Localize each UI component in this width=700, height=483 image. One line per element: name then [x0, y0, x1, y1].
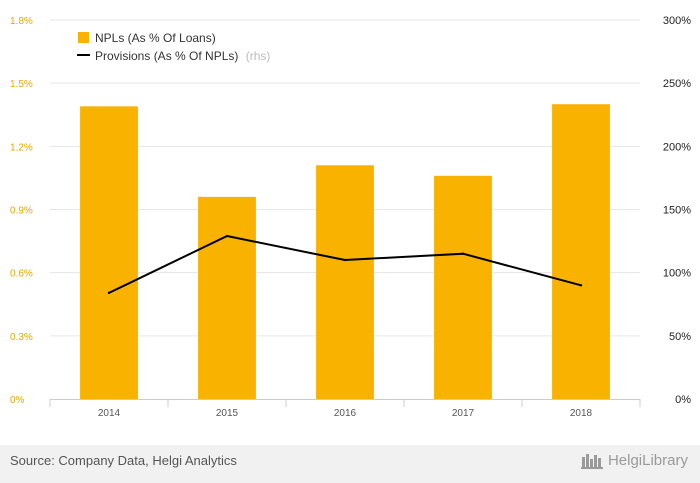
legend: NPLs (As % Of Loans) Provisions (As % Of…: [77, 31, 270, 63]
bars-series: [80, 104, 610, 400]
bar: [198, 196, 256, 399]
y-right-tick-label: 100%: [663, 268, 691, 280]
library-icon: [580, 454, 603, 469]
chart: 2014 2015 2016 2017 2018 0% 0.3% 0.6% 0.9% 1.2% 1…: [10, 15, 691, 419]
x-tick-label: 2014: [98, 408, 121, 419]
y-right-tick-label: 300%: [663, 15, 691, 27]
y-left-tick-label: 0.9%: [10, 206, 33, 217]
line-point: [107, 291, 111, 295]
y-right-tick-label: 150%: [663, 205, 691, 217]
line-point: [579, 284, 583, 287]
x-tick-label: 2016: [334, 408, 357, 419]
y-axis-left: 0% 0.3% 0.6% 0.9% 1.2% 1.5% 1.8%: [10, 16, 33, 406]
bar: [316, 165, 374, 399]
footer: Source: Company Data, Helgi Analytics He…: [0, 445, 700, 483]
x-tick-label: 2017: [452, 408, 475, 419]
legend-line-name: Provisions (As % Of NPLs): [95, 49, 238, 63]
legend-line-label: Provisions (As % Of NPLs) (rhs): [95, 49, 270, 63]
legend-bar-label: NPLs (As % Of Loans): [95, 31, 216, 45]
line-point: [461, 252, 465, 255]
y-right-tick-label: 250%: [663, 78, 691, 90]
x-tick-label: 2018: [570, 408, 593, 419]
y-left-tick-label: 0.3%: [10, 332, 33, 343]
y-left-tick-label: 0.6%: [10, 269, 33, 280]
y-left-tick-label: 0%: [10, 395, 25, 406]
y-left-tick-label: 1.8%: [10, 16, 33, 27]
y-right-tick-label: 50%: [669, 331, 691, 343]
x-tick-label: 2015: [216, 408, 239, 419]
y-left-tick-label: 1.2%: [10, 142, 33, 153]
legend-bar-swatch: [78, 32, 89, 43]
bar: [80, 106, 138, 400]
line-point: [225, 234, 229, 238]
brand-name: HelgiLibrary: [607, 451, 688, 469]
source-text: Source: Company Data, Helgi Analytics: [10, 453, 237, 468]
line-series: [107, 234, 583, 295]
legend-rhs-suffix: (rhs): [246, 49, 271, 63]
bar: [434, 175, 492, 399]
bar: [552, 104, 610, 399]
brand-logo[interactable]: HelgiLibrary: [580, 451, 688, 469]
y-right-tick-label: 0%: [675, 394, 691, 406]
y-left-tick-label: 1.5%: [10, 79, 33, 90]
x-axis: 2014 2015 2016 2017 2018: [49, 399, 641, 419]
y-right-tick-label: 200%: [663, 141, 691, 153]
line-point: [343, 258, 347, 262]
y-axis-right: 0% 50% 100% 150% 200% 250% 300%: [663, 15, 691, 406]
